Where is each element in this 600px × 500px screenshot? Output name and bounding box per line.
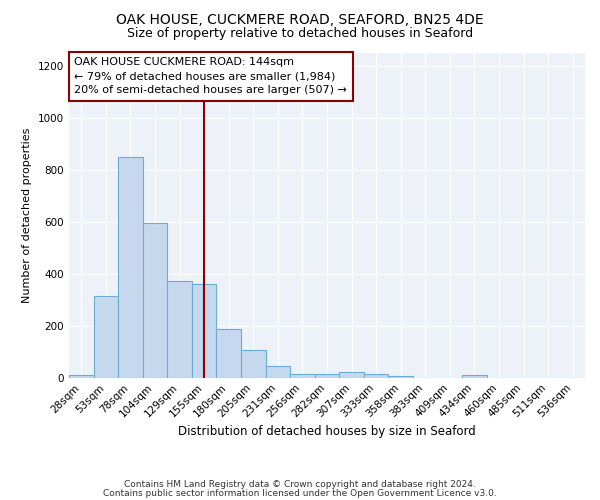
Bar xyxy=(388,376,413,378)
Text: OAK HOUSE CUCKMERE ROAD: 144sqm
← 79% of detached houses are smaller (1,984)
20%: OAK HOUSE CUCKMERE ROAD: 144sqm ← 79% of… xyxy=(74,58,347,96)
Text: Contains public sector information licensed under the Open Government Licence v3: Contains public sector information licen… xyxy=(103,488,497,498)
Text: Contains HM Land Registry data © Crown copyright and database right 2024.: Contains HM Land Registry data © Crown c… xyxy=(124,480,476,489)
Bar xyxy=(266,366,290,378)
Text: OAK HOUSE, CUCKMERE ROAD, SEAFORD, BN25 4DE: OAK HOUSE, CUCKMERE ROAD, SEAFORD, BN25 … xyxy=(116,12,484,26)
Bar xyxy=(364,374,388,378)
Text: Size of property relative to detached houses in Seaford: Size of property relative to detached ho… xyxy=(127,28,473,40)
Bar xyxy=(217,330,241,378)
Bar xyxy=(315,374,339,378)
Bar xyxy=(94,296,118,378)
X-axis label: Distribution of detached houses by size in Seaford: Distribution of detached houses by size … xyxy=(178,425,476,438)
Y-axis label: Number of detached properties: Number of detached properties xyxy=(22,128,32,302)
Bar xyxy=(167,282,192,378)
Bar xyxy=(69,375,94,378)
Bar xyxy=(462,375,487,378)
Bar xyxy=(118,156,143,378)
Bar xyxy=(290,374,315,378)
Bar xyxy=(143,223,167,378)
Bar xyxy=(241,350,266,378)
Bar xyxy=(192,284,217,378)
Bar xyxy=(339,372,364,378)
